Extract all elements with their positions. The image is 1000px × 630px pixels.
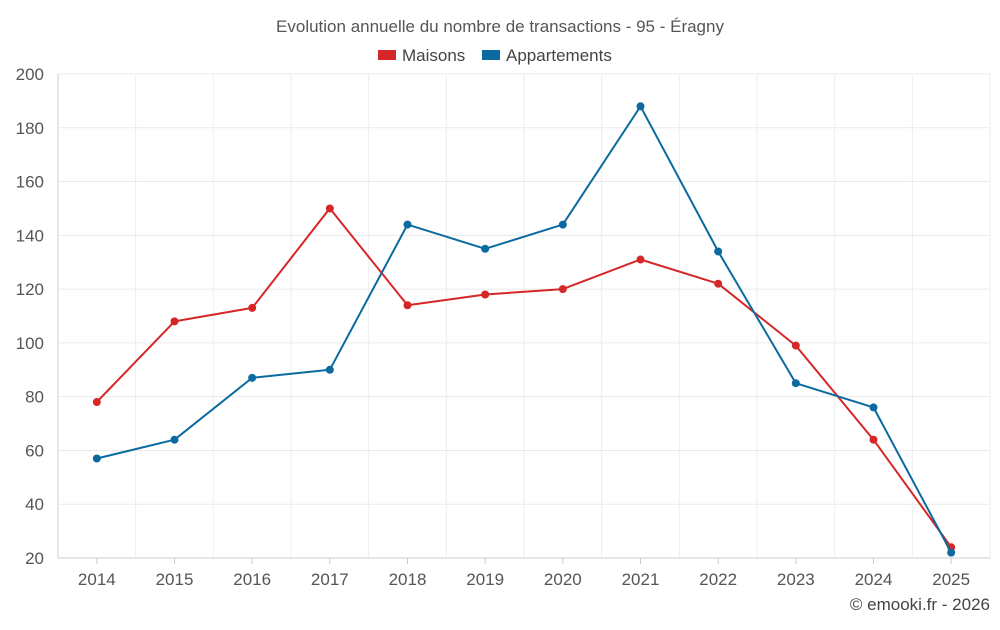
data-point-appartements[interactable]: [325, 365, 334, 374]
x-tick-label: 2018: [389, 570, 427, 589]
x-tick-label: 2017: [311, 570, 349, 589]
series-layer: [92, 102, 956, 557]
data-point-maisons[interactable]: [869, 435, 878, 444]
y-axis: 20 40 60 80 100 120 140 160 180 200: [16, 65, 59, 568]
y-tick-label: 120: [16, 280, 44, 299]
legend-item-maisons[interactable]: Maisons: [378, 46, 465, 65]
data-point-appartements[interactable]: [869, 403, 878, 412]
data-point-appartements[interactable]: [92, 454, 101, 463]
y-tick-label: 180: [16, 119, 44, 138]
data-point-maisons[interactable]: [714, 279, 723, 288]
x-tick-label: 2025: [932, 570, 970, 589]
x-tick-label: 2019: [466, 570, 504, 589]
data-point-maisons[interactable]: [92, 398, 101, 407]
data-point-appartements[interactable]: [248, 373, 257, 382]
y-tick-label: 100: [16, 334, 44, 353]
x-tick-label: 2021: [622, 570, 660, 589]
y-tick-label: 140: [16, 226, 44, 245]
y-tick-label: 160: [16, 173, 44, 192]
x-tick-label: 2023: [777, 570, 815, 589]
legend-swatch-maisons: [378, 50, 396, 60]
data-point-appartements[interactable]: [558, 220, 567, 229]
data-point-maisons[interactable]: [791, 341, 800, 350]
x-tick-label: 2014: [78, 570, 116, 589]
data-point-maisons[interactable]: [248, 303, 257, 312]
x-tick-label: 2015: [156, 570, 194, 589]
x-axis: 2014 2015 2016 2017 2018 2019 2020 2021 2022 2023…: [58, 557, 990, 589]
y-tick-label: 80: [25, 388, 44, 407]
series-line-maisons: [96, 207, 953, 548]
data-point-maisons[interactable]: [325, 204, 334, 213]
series-line-appartements: [96, 105, 953, 554]
x-tick-label: 2024: [855, 570, 893, 589]
legend-label-maisons: Maisons: [402, 46, 465, 65]
x-tick-label: 2016: [233, 570, 271, 589]
data-point-appartements[interactable]: [170, 435, 179, 444]
y-tick-label: 200: [16, 65, 44, 84]
y-tick-label: 20: [25, 549, 44, 568]
data-point-appartements[interactable]: [403, 220, 412, 229]
x-tick-label: 2022: [699, 570, 737, 589]
data-point-maisons[interactable]: [403, 301, 412, 310]
legend: Maisons Appartements: [378, 46, 612, 65]
data-point-appartements[interactable]: [791, 379, 800, 388]
y-tick-label: 40: [25, 495, 44, 514]
legend-swatch-appartements: [482, 50, 500, 60]
chart-title: Evolution annuelle du nombre de transact…: [276, 17, 724, 36]
y-tick-label: 60: [25, 441, 44, 460]
data-point-appartements[interactable]: [947, 548, 956, 557]
credit-text: © emooki.fr - 2026: [850, 595, 990, 614]
legend-label-appartements: Appartements: [506, 46, 612, 65]
data-point-maisons[interactable]: [636, 255, 645, 264]
data-point-maisons[interactable]: [481, 290, 490, 299]
x-tick-label: 2020: [544, 570, 582, 589]
data-point-appartements[interactable]: [636, 102, 645, 111]
gridlines: [57, 73, 991, 559]
legend-item-appartements[interactable]: Appartements: [482, 46, 612, 65]
data-point-appartements[interactable]: [481, 244, 490, 253]
data-point-maisons[interactable]: [558, 285, 567, 294]
data-point-appartements[interactable]: [714, 247, 723, 256]
data-point-maisons[interactable]: [170, 317, 179, 326]
